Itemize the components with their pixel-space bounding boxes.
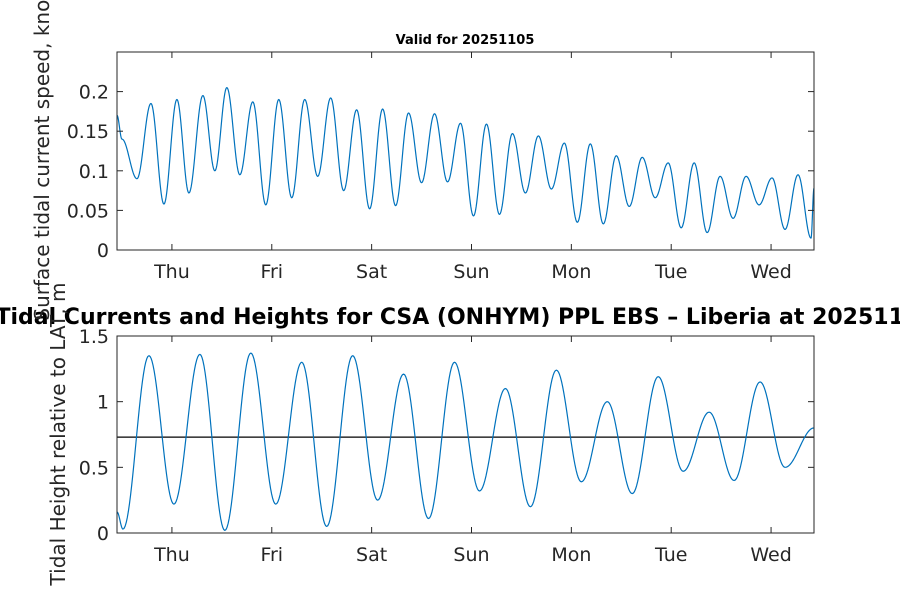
tidal-height-x-tick-label: Sat [356,544,387,566]
current-speed-x-tick-label: Wed [750,261,791,283]
tidal-height-y-ticks: 0 0.5 1 1.5 [79,326,814,545]
current-speed-y-tick-label: 0.1 [79,161,109,183]
tidal-height-y-tick-label: 0 [97,523,109,545]
current-speed-series-line [116,87,815,239]
tidal-height-x-ticks: Thu Fri Sat Sun Mon Tue Wed [153,336,792,566]
tidal-height-x-tick-label: Tue [654,544,687,566]
current-speed-chart-title: Valid for 20251105 [396,33,535,48]
current-speed-x-tick-label: Sun [453,261,489,283]
current-speed-x-tick-label: Fri [260,261,283,283]
tidal-height-x-tick-label: Sun [453,544,489,566]
current-speed-x-tick-label: Tue [654,261,687,283]
tidal-height-y-tick-label: 1 [97,392,109,414]
current-speed-x-ticks: Thu Fri Sat Sun Mon Tue Wed [153,52,792,283]
tidal-height-x-tick-label: Mon [551,544,591,566]
tidal-height-axes-box [116,335,815,534]
tidal-height-x-tick-label: Wed [750,544,791,566]
tidal-height-x-tick-label: Fri [260,544,283,566]
current-speed-y-axis-label: Surface tidal current speed, knots [30,0,54,321]
current-speed-axes-box [116,51,815,251]
tidal-height-series-line [116,352,815,531]
current-speed-y-tick-label: 0.2 [79,82,109,104]
tidal-height-y-axis-label: Tidal Height relative to LAT, m [46,283,70,587]
current-speed-y-tick-label: 0.05 [67,200,109,222]
current-speed-chart: Valid for 20251105 0 0.05 0.1 0.15 0.2 Thu Fr… [67,33,815,283]
current-speed-x-tick-label: Sat [356,261,387,283]
current-speed-y-tick-label: 0.15 [67,121,109,143]
tidal-height-chart-title: Tidal Currents and Heights for CSA (ONHY… [0,305,900,330]
current-speed-series-group [116,87,815,239]
tidal-height-chart: 0 0.5 1 1.5 Thu Fri Sat Sun Mon Tue Wed [79,326,815,566]
tidal-height-x-tick-label: Thu [153,544,190,566]
current-speed-y-tick-label: 0 [97,240,109,262]
current-speed-x-tick-label: Thu [153,261,190,283]
current-speed-y-ticks: 0 0.05 0.1 0.15 0.2 [67,82,814,262]
tidal-height-y-tick-label: 0.5 [79,457,109,479]
tidal-height-series-group [116,352,815,531]
current-speed-x-tick-label: Mon [551,261,591,283]
tidal-height-plot-area [117,336,814,533]
tidal-height-y-tick-label: 1.5 [79,326,109,348]
